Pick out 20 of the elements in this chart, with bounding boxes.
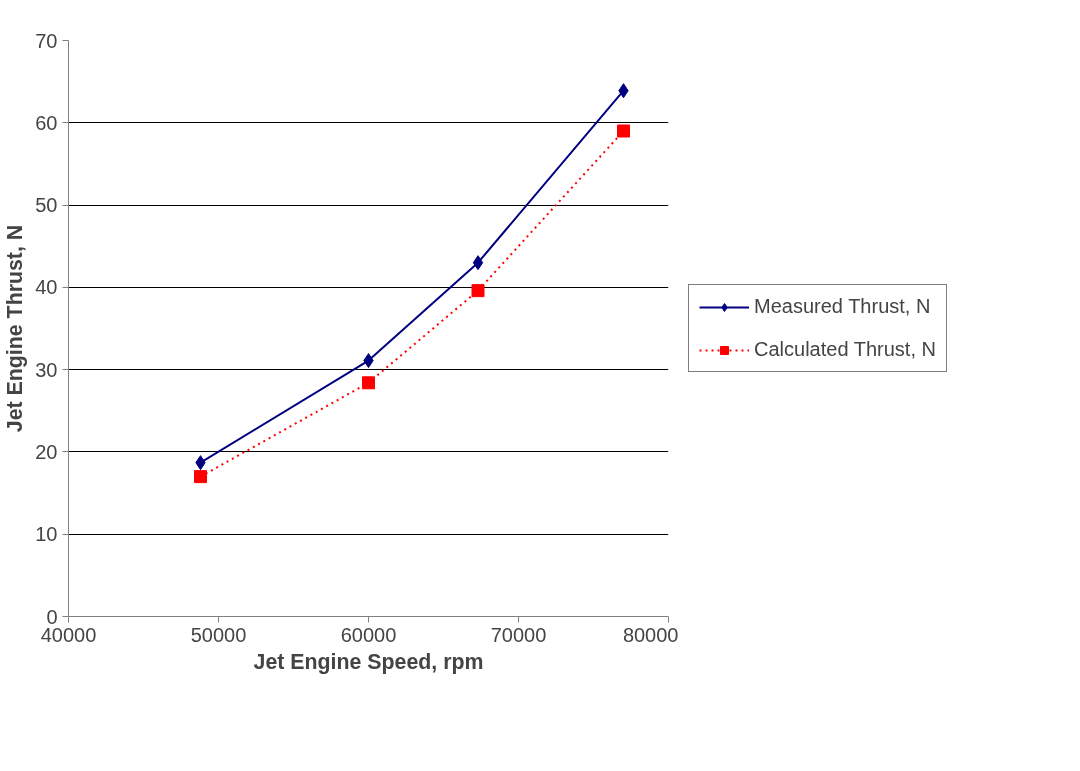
y-tick-label: 40	[35, 276, 58, 299]
y-axis-title: Jet Engine Thrust, N	[3, 224, 28, 433]
y-tick-label: 70	[35, 29, 58, 52]
legend-label: Calculated Thrust, N	[754, 338, 936, 361]
x-tick-label: 60000	[340, 623, 397, 646]
y-tick-label: 50	[35, 194, 58, 217]
y-tick-label: 60	[35, 111, 58, 134]
y-tick-label: 30	[35, 358, 58, 381]
y-tick-label: 10	[35, 523, 58, 546]
legend-label: Measured Thrust, N	[754, 295, 931, 318]
x-tick-label: 50000	[190, 623, 247, 646]
x-tick-label: 80000	[622, 623, 679, 646]
x-tick-label: 70000	[490, 623, 547, 646]
x-axis-title: Jet Engine Speed, rpm	[253, 649, 484, 674]
y-tick-label: 20	[35, 440, 58, 463]
point	[471, 284, 485, 298]
point	[194, 470, 207, 484]
point	[617, 124, 630, 138]
point	[362, 376, 375, 390]
point	[472, 255, 484, 271]
